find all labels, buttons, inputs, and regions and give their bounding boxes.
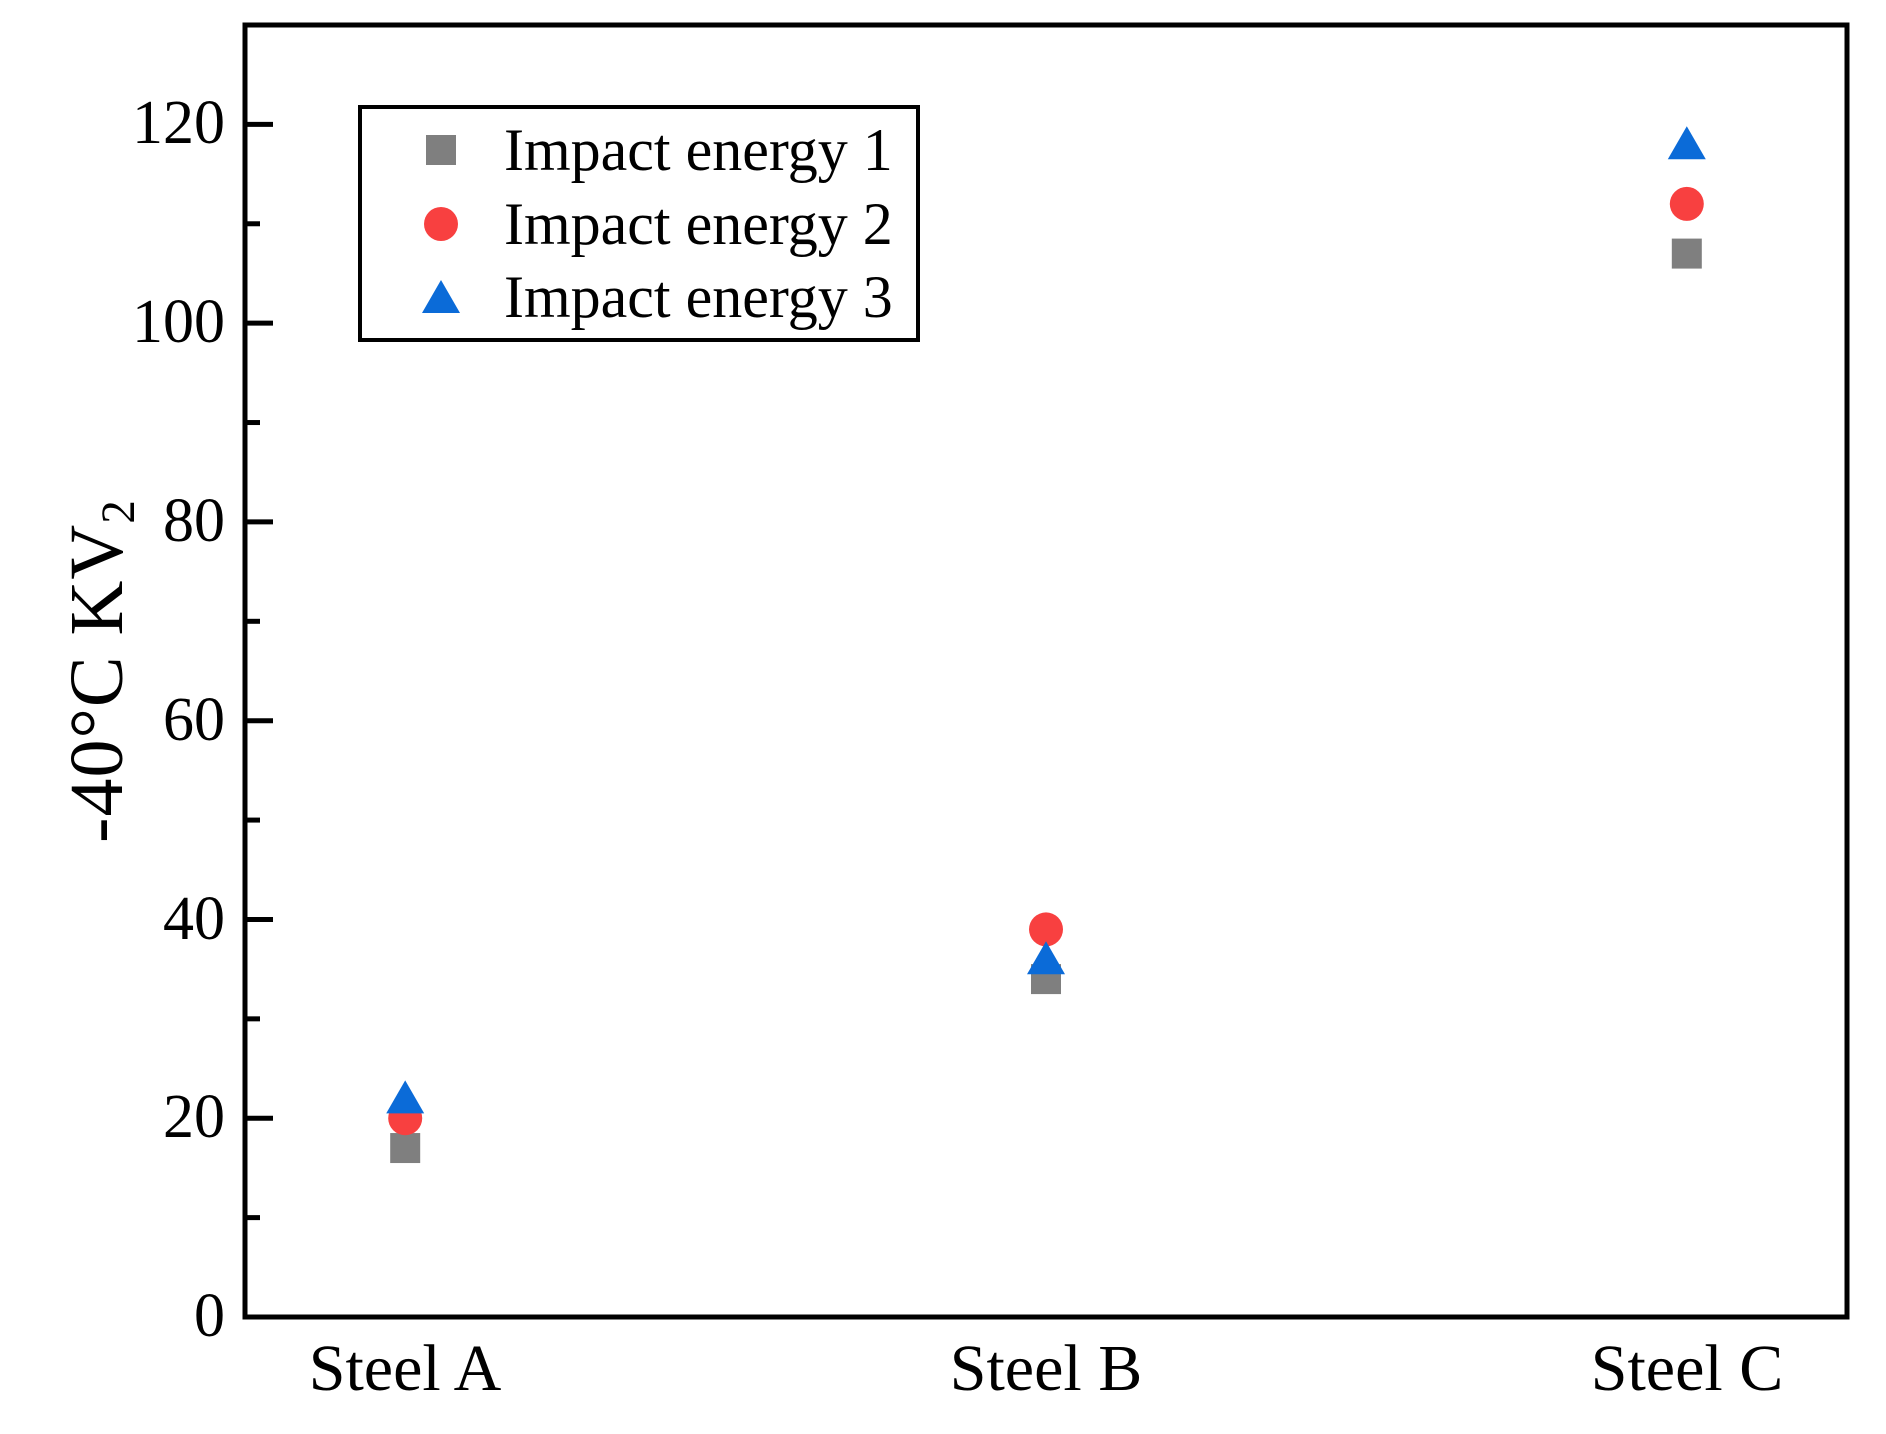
y-tick-label-120: 120 [132, 88, 225, 157]
y-axis-label-text: -40°C KV [55, 523, 140, 843]
marker-steel-b-series-3 [1027, 941, 1065, 975]
legend-row-impact-energy-3: Impact energy 3 [362, 261, 916, 333]
legend-marker-cell [420, 206, 462, 241]
legend-row-impact-energy-2: Impact energy 2 [362, 188, 916, 260]
legend-marker-cell [420, 280, 462, 314]
legend-marker-cell [420, 135, 462, 166]
marker-steel-c-series-3 [1667, 126, 1706, 160]
y-tick-label-40: 40 [163, 884, 225, 953]
marker-steel-c-series-1 [1671, 238, 1702, 269]
y-tick-label-20: 20 [163, 1082, 225, 1151]
marker-steel-c-series-2 [1669, 186, 1704, 221]
square-marker-icon [426, 135, 456, 166]
legend-row-impact-energy-1: Impact energy 1 [362, 114, 916, 186]
y-tick-label-60: 60 [163, 685, 225, 754]
y-tick-label-80: 80 [163, 486, 225, 555]
plot-border [242, 22, 1850, 1320]
x-category-label-steel-a: Steel A [308, 1332, 502, 1405]
x-category-label-steel-b: Steel B [949, 1332, 1143, 1405]
marker-steel-a-series-3 [386, 1080, 425, 1114]
marker-steel-b-series-2 [1029, 912, 1063, 947]
y-tick-label-0: 0 [194, 1281, 225, 1350]
legend: Impact energy 1 Impact energy 2 Impact e… [358, 105, 920, 342]
legend-label: Impact energy 1 [504, 117, 893, 184]
triangle-marker-icon [422, 280, 460, 314]
y-tick-label-100: 100 [132, 287, 225, 356]
legend-label: Impact energy 3 [504, 263, 893, 330]
legend-label: Impact energy 2 [504, 190, 893, 257]
marker-steel-a-series-1 [390, 1133, 421, 1164]
x-category-label-steel-c: Steel C [1590, 1332, 1784, 1405]
circle-marker-icon [424, 206, 458, 241]
